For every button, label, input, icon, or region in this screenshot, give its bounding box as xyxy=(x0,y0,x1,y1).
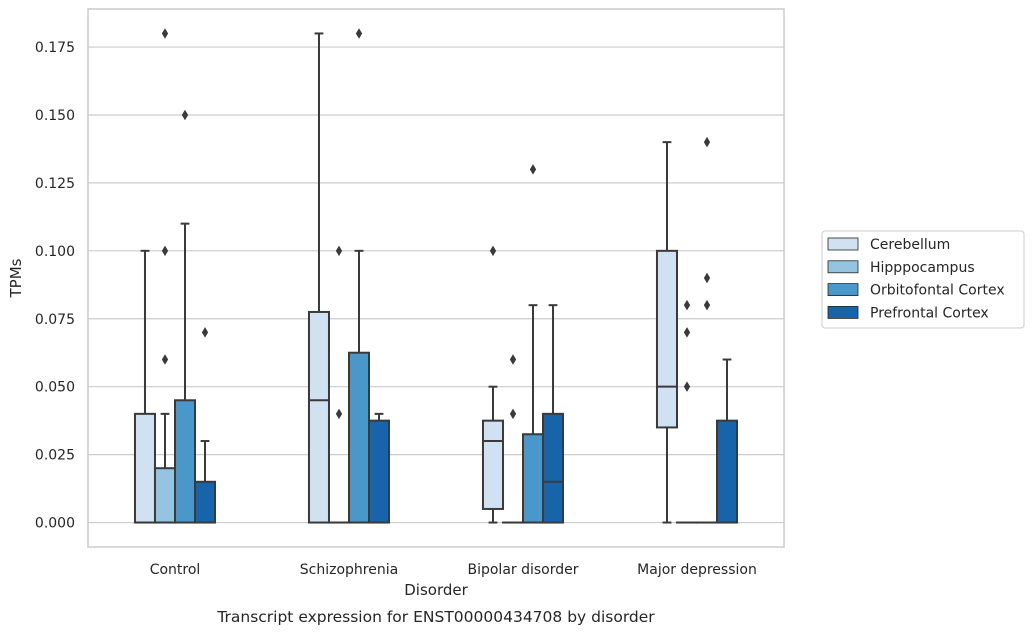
y-tick-label: 0.150 xyxy=(35,108,75,124)
chart-caption: Transcript expression for ENST0000043470… xyxy=(216,608,655,626)
legend-item: Orbitofontal Cortex xyxy=(827,283,1005,299)
box xyxy=(542,412,565,524)
box xyxy=(368,419,391,524)
outlier-point xyxy=(335,408,343,420)
box xyxy=(655,249,678,429)
outlier-point xyxy=(181,109,189,121)
box xyxy=(307,310,330,524)
series-orbitofontal-cortex xyxy=(174,28,719,524)
x-tick-label: Schizophrenia xyxy=(300,562,398,578)
x-tick-label: Control xyxy=(150,562,201,578)
plot-area-frame xyxy=(87,8,785,548)
outlier-point xyxy=(509,354,517,365)
box xyxy=(174,399,197,524)
legend-label: Prefrontal Cortex xyxy=(870,305,989,321)
legend-swatch xyxy=(827,237,859,251)
outlier-point xyxy=(529,164,537,175)
x-tick-label: Bipolar disorder xyxy=(467,562,578,578)
box xyxy=(481,419,504,510)
legend-item: Prefrontal Cortex xyxy=(827,305,989,321)
box xyxy=(133,412,156,524)
y-tick-label: 0.100 xyxy=(35,244,75,260)
x-axis-ticks: Control Schizophrenia Bipolar disorder Majo… xyxy=(150,562,757,578)
x-tick-label: Major depression xyxy=(637,562,757,578)
outlier-point xyxy=(683,299,691,311)
outlier-point xyxy=(683,381,691,392)
legend-swatch xyxy=(827,305,859,319)
legend-swatch xyxy=(827,260,859,274)
grid-lines xyxy=(88,46,784,524)
box xyxy=(716,419,739,524)
y-tick-label: 0.075 xyxy=(35,312,75,328)
box xyxy=(348,351,371,524)
y-axis-label: TPMs xyxy=(7,258,25,298)
box xyxy=(153,467,177,524)
legend-swatch xyxy=(827,283,859,297)
series-cerebellum xyxy=(133,32,678,524)
legend-item: Cerebellum xyxy=(827,237,950,253)
y-tick-label: 0.125 xyxy=(35,176,75,192)
y-tick-label: 0.050 xyxy=(35,380,75,396)
y-tick-label: 0.025 xyxy=(35,448,75,464)
y-axis-ticks: 0.000 0.025 0.050 0.075 0.100 0.125 0.150 0.175 xyxy=(35,40,75,532)
y-tick-label: 0.175 xyxy=(35,40,75,56)
series-prefrontal-cortex xyxy=(194,304,739,524)
legend-item: Hipppocampus xyxy=(827,260,975,276)
outlier-point xyxy=(703,299,711,311)
outlier-point xyxy=(161,28,169,39)
box-series xyxy=(133,28,739,524)
outlier-point xyxy=(703,136,711,148)
outlier-point xyxy=(703,272,711,284)
outlier-point xyxy=(683,327,691,338)
legend-label: Cerebellum xyxy=(870,237,950,253)
legend-label: Orbitofontal Cortex xyxy=(870,283,1005,299)
outlier-point xyxy=(201,327,209,338)
outlier-point xyxy=(161,245,169,257)
outlier-point xyxy=(489,245,497,257)
legend: Cerebellum Hipppocampus Orbitofontal Corte… xyxy=(821,230,1025,329)
box xyxy=(522,433,545,524)
legend-frame xyxy=(821,230,1025,329)
box xyxy=(194,480,217,524)
outlier-point xyxy=(509,408,517,420)
x-axis-label: Disorder xyxy=(404,581,468,599)
legend-label: Hipppocampus xyxy=(870,260,975,276)
y-tick-label: 0.000 xyxy=(35,516,75,532)
outlier-point xyxy=(355,28,363,39)
outlier-point xyxy=(335,245,343,257)
outlier-point xyxy=(161,354,169,365)
series-hipppocampus xyxy=(153,28,698,524)
